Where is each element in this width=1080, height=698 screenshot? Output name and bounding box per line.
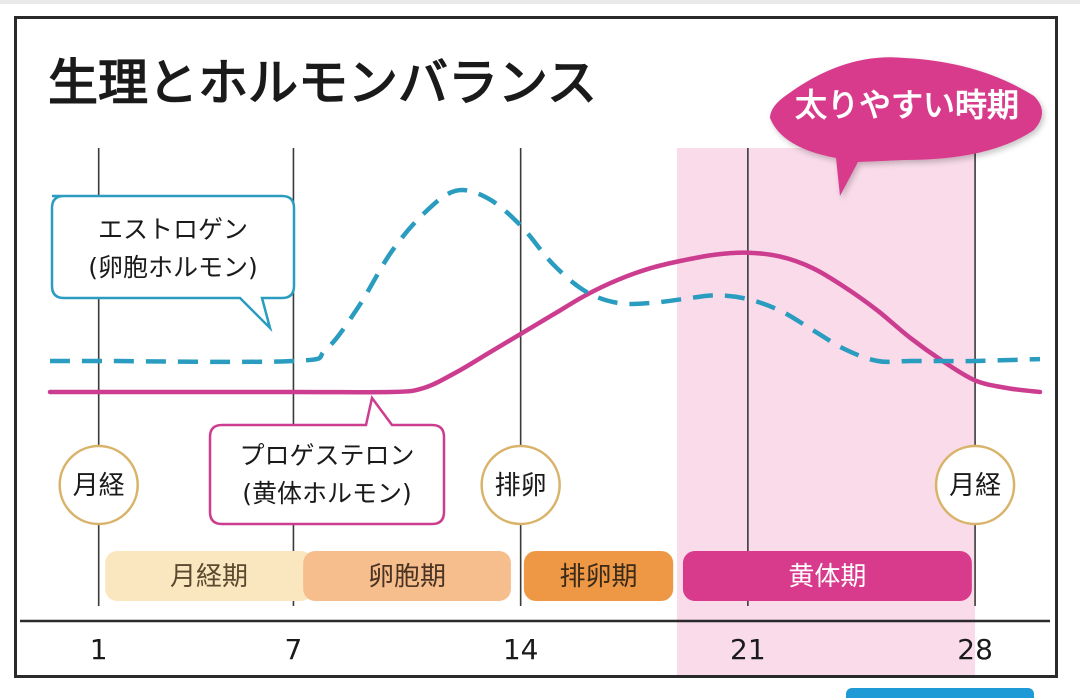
estrogen-line — [50, 187, 1041, 365]
callout-text: 太りやすい時期 — [795, 86, 1019, 124]
phase-label-4: 黄体期 — [788, 562, 866, 592]
phase-label-2: 卵胞期 — [368, 562, 446, 592]
progesterone-line — [47, 250, 1043, 395]
x-tick-14: 14 — [503, 633, 539, 666]
estrogen-label-line2: (卵胞ホルモン) — [88, 253, 258, 282]
series-layer — [47, 187, 1043, 395]
phase-bar-3 — [523, 551, 674, 601]
x-tick-1: 1 — [90, 633, 108, 666]
phase-bar-4 — [682, 551, 972, 601]
marker-circle-1 — [58, 444, 139, 526]
markers-layer: 月経 排卵 月経 — [58, 444, 1016, 526]
x-axis: 1 7 14 21 28 — [20, 619, 1050, 666]
progesterone-label-line1: プロゲステロン — [239, 441, 414, 470]
estrogen-label-line1: エストロゲン — [98, 215, 248, 244]
progesterone-label-line2: (黄体ホルモン) — [242, 479, 412, 508]
chart-title: 生理とホルモンバランス — [48, 54, 597, 112]
phase-bars: 月経期 卵胞期 排卵期 黄体期 — [105, 551, 972, 601]
marker-label-1: 月経 — [73, 471, 125, 501]
phase-label-3: 排卵期 — [560, 562, 638, 592]
marker-circle-3 — [934, 444, 1016, 526]
phase-bar-2 — [303, 551, 511, 601]
bottom-tab-fragment[interactable] — [846, 688, 1034, 698]
x-tick-7: 7 — [285, 633, 303, 666]
x-tick-28: 28 — [957, 633, 993, 666]
phase-bar-1 — [105, 551, 313, 601]
progesterone-label-box: プロゲステロン (黄体ホルモン) — [208, 395, 446, 526]
top-divider — [0, 0, 1080, 4]
marker-circle-2 — [480, 444, 561, 526]
marker-label-3: 月経 — [949, 471, 1001, 501]
x-tick-21: 21 — [730, 633, 766, 666]
phase-label-1: 月経期 — [170, 562, 248, 592]
marker-label-2: 排卵 — [495, 471, 547, 501]
callout-bubble: 太りやすい時期 — [770, 57, 1042, 196]
estrogen-label-box: エストロゲン (卵胞ホルモン) — [50, 194, 296, 333]
